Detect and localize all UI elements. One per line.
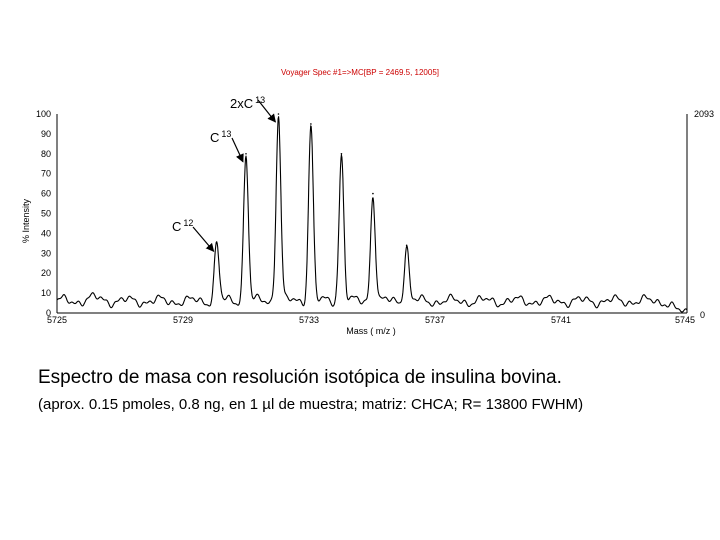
spectrum-trace <box>56 116 688 313</box>
annotation-arrow <box>192 226 215 252</box>
x-tick-label: 5745 <box>675 315 695 325</box>
peak-apex <box>310 123 312 125</box>
chart-title: Voyager Spec #1=>MC[BP = 2469.5, 12005] <box>281 68 439 77</box>
caption-title: Espectro de masa con resolución isotópic… <box>38 367 562 388</box>
y-tick-label: 30 <box>41 248 51 258</box>
y-tick-label: 0 <box>46 308 51 318</box>
y-tick-label: 70 <box>41 169 51 179</box>
isotope-annotations: 2xC 13 C 13 C 12 <box>172 95 276 252</box>
annotation-label: C 13 <box>210 129 231 145</box>
tick-labels: 0 10 20 30 40 50 60 70 80 90 100 5725 5729 5733 5737 57… <box>36 109 695 325</box>
peak-markers <box>215 113 408 247</box>
peak-apex <box>340 153 343 155</box>
peak-apex <box>405 244 408 247</box>
axes <box>56 114 688 314</box>
annotation-arrow <box>231 137 244 163</box>
y-tick-label: 50 <box>41 209 51 219</box>
peak-apex <box>277 113 280 115</box>
annotation-1: 2xC 13 <box>230 95 276 123</box>
annotation-arrow <box>257 99 276 123</box>
x-tick-label: 5725 <box>47 315 67 325</box>
peak-apex <box>245 153 247 155</box>
y-tick-label: 20 <box>41 268 51 278</box>
y-axis-label: % Intensity <box>21 198 31 243</box>
x-tick-label: 5737 <box>425 315 445 325</box>
x-tick-label: 5729 <box>173 315 193 325</box>
peak-apex <box>215 242 218 245</box>
y-tick-label: 80 <box>41 149 51 159</box>
x-tick-label: 5741 <box>551 315 571 325</box>
figure-caption: Espectro de masa con resolución isotópic… <box>38 366 708 416</box>
x-tick-label: 5733 <box>299 315 319 325</box>
annotation-2: C 13 <box>210 129 244 163</box>
y-tick-label: 100 <box>36 109 51 119</box>
annotation-label: C 12 <box>172 218 193 234</box>
x-axis-label: Mass ( m/z ) <box>346 326 396 336</box>
peak-apex <box>372 192 374 195</box>
max-intensity-label: 2093 <box>694 109 714 119</box>
y-tick-label: 60 <box>41 189 51 199</box>
right-zero-label: 0 <box>700 310 705 320</box>
mass-spectrum-chart: Voyager Spec #1=>MC[BP = 2469.5, 12005] … <box>21 68 714 336</box>
y-tick-label: 10 <box>41 288 51 298</box>
y-tick-label: 90 <box>41 129 51 139</box>
caption-details: (aprox. 0.15 pmoles, 0.8 ng, en 1 µl de … <box>38 396 584 413</box>
y-tick-label: 40 <box>41 228 51 238</box>
annotation-3: C 12 <box>172 218 215 252</box>
